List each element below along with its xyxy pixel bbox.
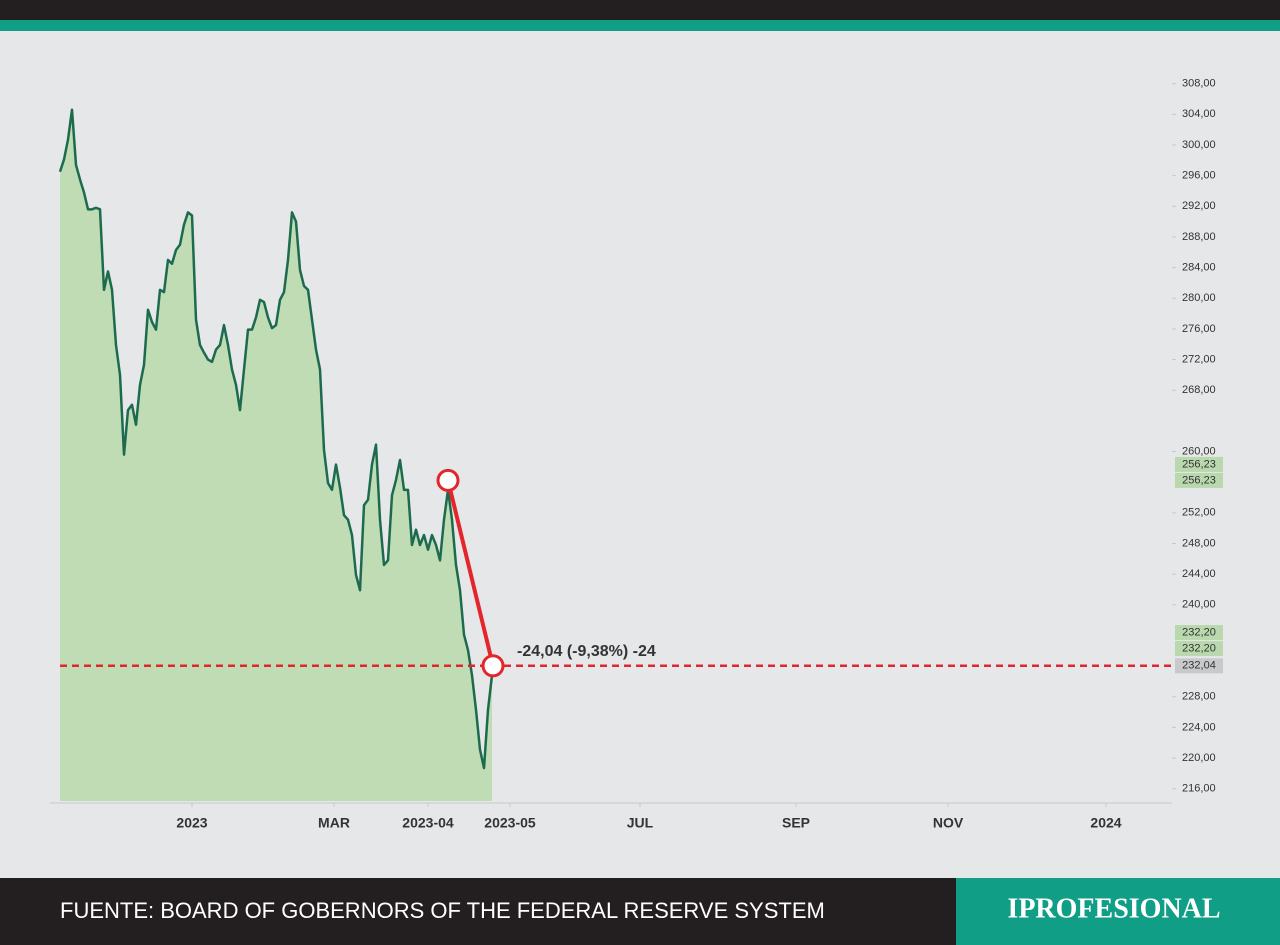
price-label: 232,04 bbox=[1182, 660, 1216, 672]
measure-point bbox=[481, 654, 505, 678]
price-label: 232,20 bbox=[1182, 626, 1216, 638]
y-tick-label: 244,00 bbox=[1182, 568, 1216, 580]
top-bar bbox=[0, 0, 1280, 20]
line bbox=[58, 108, 494, 770]
y-tick-label: 296,00 bbox=[1182, 170, 1216, 182]
brand: IPROFESIONAL bbox=[1007, 893, 1220, 924]
y-tick-label: 284,00 bbox=[1182, 262, 1216, 274]
top-stripe bbox=[0, 20, 1280, 31]
y-tick-label: 276,00 bbox=[1182, 323, 1216, 335]
x-tick-label: 2023 bbox=[176, 815, 207, 831]
y-tick-label: 240,00 bbox=[1182, 599, 1216, 611]
x-tick-label: 2023-04 bbox=[402, 815, 454, 831]
y-tick-label: 280,00 bbox=[1182, 292, 1216, 304]
price-label-box bbox=[1175, 625, 1223, 641]
y-tick-label: 308,00 bbox=[1182, 78, 1216, 90]
y-tick-label: 304,00 bbox=[1182, 108, 1216, 120]
area-fill bbox=[60, 109, 492, 801]
y-tick-label: 228,00 bbox=[1182, 691, 1216, 703]
price-label-box bbox=[1175, 658, 1223, 674]
y-tick-label: 216,00 bbox=[1182, 783, 1216, 795]
price-label: 232,20 bbox=[1182, 642, 1216, 654]
y-tick-label: 300,00 bbox=[1182, 139, 1216, 151]
price-label-box bbox=[1175, 456, 1223, 472]
y-tick-label: 260,00 bbox=[1182, 445, 1216, 457]
measure-segment bbox=[446, 479, 495, 667]
y-tick-label: 252,00 bbox=[1182, 507, 1216, 519]
x-tick-label: JUL bbox=[627, 815, 654, 831]
y-tick-label: 224,00 bbox=[1182, 721, 1216, 733]
y-tick-label: 292,00 bbox=[1182, 200, 1216, 212]
brand-box bbox=[956, 878, 1280, 945]
price-label: 256,23 bbox=[1182, 458, 1216, 470]
y-tick-label: 248,00 bbox=[1182, 537, 1216, 549]
x-tick-label: MAR bbox=[318, 815, 350, 831]
price-label-box bbox=[1175, 472, 1223, 488]
x-tick-label: SEP bbox=[782, 815, 810, 831]
source: FUENTE: BOARD OF GOBERNORS OF THE FEDERA… bbox=[60, 898, 825, 923]
measure-label: -24,04 (-9,38%) -24 bbox=[517, 643, 656, 660]
y-tick-label: 220,00 bbox=[1182, 752, 1216, 764]
y-tick-label: 288,00 bbox=[1182, 231, 1216, 243]
x-tick-label: NOV bbox=[933, 815, 964, 831]
x-tick-label: 2024 bbox=[1090, 815, 1121, 831]
y-tick-label: 268,00 bbox=[1182, 384, 1216, 396]
price-label-box bbox=[1175, 641, 1223, 657]
measure-point bbox=[436, 468, 460, 492]
price-label: 256,23 bbox=[1182, 474, 1216, 486]
y-tick-label: 272,00 bbox=[1182, 353, 1216, 365]
x-tick-label: 2023-05 bbox=[484, 815, 536, 831]
